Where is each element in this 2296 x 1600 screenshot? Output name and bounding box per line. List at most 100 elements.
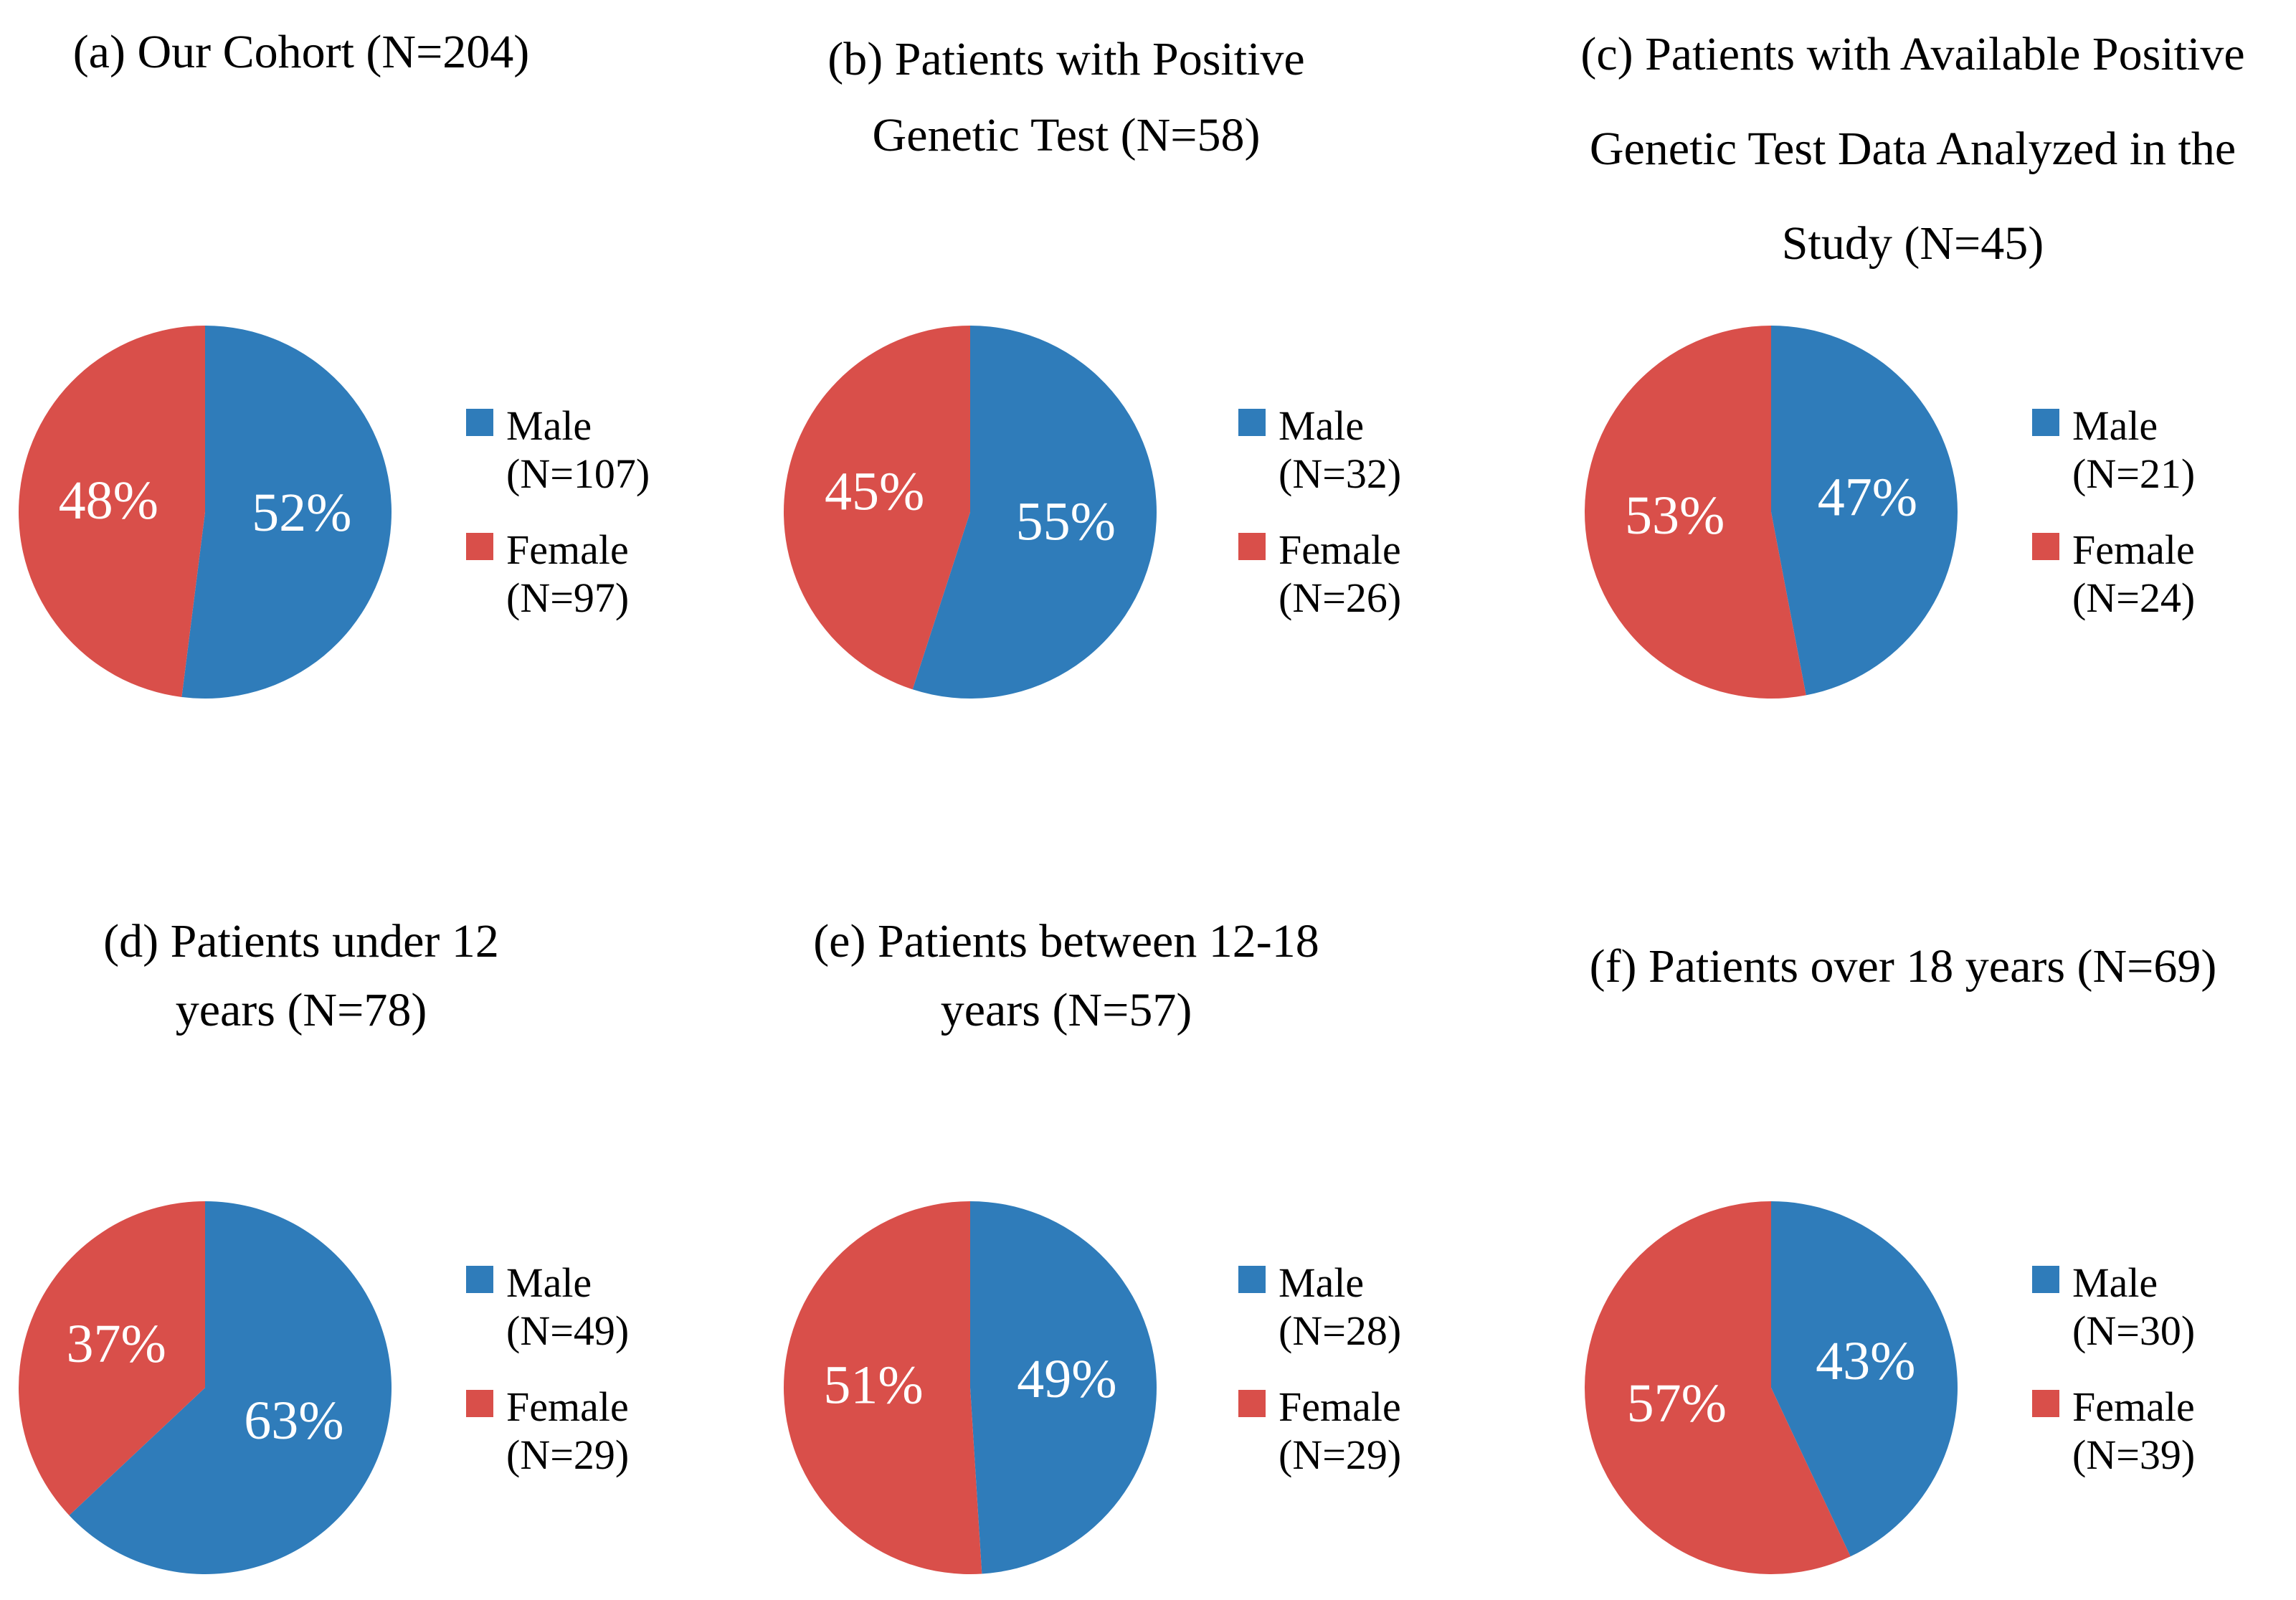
legend-label: Female [2072, 526, 2195, 573]
panel-title-e: (e) Patients between 12-18 years (N=57) [765, 907, 1367, 1044]
legend-b: Male (N=32) Female (N=26) [1238, 402, 1401, 622]
legend-text: Female (N=29) [506, 1383, 629, 1480]
pie-slice-male [912, 326, 1157, 699]
legend-text: Female (N=24) [2072, 526, 2195, 623]
legend-entry-female: Female (N=39) [2032, 1383, 2195, 1480]
panel-b: (b) Patients with Positive Genetic Test (… [765, 0, 1530, 773]
legend-count: (N=29) [506, 1431, 630, 1478]
panel-c: (c) Patients with Available Positive Gene… [1530, 0, 2295, 773]
legend-entry-female: Female (N=97) [466, 526, 650, 623]
legend-label: Female [1279, 1383, 1401, 1430]
pie-chart-a: 52% 48% [18, 326, 392, 699]
legend-count: (N=24) [2072, 574, 2196, 621]
pie-slice-male [69, 1201, 392, 1574]
percent-label-female: 37% [66, 1314, 166, 1374]
legend-label: Female [2072, 1383, 2195, 1430]
legend-text: Male (N=49) [506, 1259, 629, 1355]
legend-count: (N=32) [1279, 450, 1402, 498]
legend-swatch-male-icon [2032, 1266, 2059, 1293]
panel-title-line: Study (N=45) [1781, 217, 2044, 270]
panel-title-c: (c) Patients with Available Positive Gene… [1530, 7, 2295, 291]
legend-swatch-male-icon [1238, 409, 1266, 436]
legend-e: Male (N=28) Female (N=29) [1238, 1259, 1401, 1479]
panel-title-line: Genetic Test Data Analyzed in the [1589, 123, 2236, 175]
legend-f: Male (N=30) Female (N=39) [2032, 1259, 2195, 1479]
legend-swatch-female-icon [2032, 1389, 2059, 1417]
legend-text: Male (N=21) [2072, 402, 2195, 498]
legend-count: (N=107) [506, 450, 650, 498]
legend-label: Female [506, 526, 629, 573]
panel-title-line: (e) Patients between 12-18 [813, 915, 1319, 967]
legend-swatch-male-icon [1238, 1266, 1266, 1293]
legend-swatch-female-icon [2032, 532, 2059, 560]
legend-text: Female (N=97) [506, 526, 629, 623]
legend-label: Male [506, 402, 592, 449]
legend-swatch-female-icon [1238, 532, 1266, 560]
legend-text: Female (N=39) [2072, 1383, 2195, 1480]
pie-slice-male [181, 326, 392, 699]
legend-text: Male (N=107) [506, 402, 650, 498]
percent-label-female: 48% [59, 470, 158, 531]
percent-label-female: 45% [825, 461, 924, 521]
pie-slice-female [19, 1201, 205, 1515]
panel-title-f: (f) Patients over 18 years (N=69) [1530, 932, 2276, 1001]
legend-c: Male (N=21) Female (N=24) [2032, 402, 2195, 622]
percent-label-male: 43% [1816, 1331, 1915, 1391]
legend-a: Male (N=107) Female (N=97) [466, 402, 650, 622]
legend-entry-male: Male (N=21) [2032, 402, 2195, 498]
legend-count: (N=30) [2072, 1307, 2196, 1355]
panel-title-line: years (N=78) [175, 983, 427, 1036]
legend-label: Male [2072, 1259, 2158, 1306]
pie-chart-d: 63% 37% [19, 1201, 392, 1574]
legend-label: Female [506, 1383, 629, 1430]
legend-count: (N=39) [2072, 1431, 2196, 1478]
pie-chart-f: 43% 57% [1585, 1201, 1958, 1574]
panel-title-line: (c) Patients with Available Positive [1580, 28, 2245, 80]
legend-swatch-male-icon [466, 1266, 493, 1293]
pie-slice-female [784, 326, 970, 690]
legend-swatch-female-icon [466, 532, 493, 560]
pie-chart-e: 49% 51% [783, 1201, 1157, 1574]
legend-count: (N=26) [1279, 574, 1402, 621]
panel-f: (f) Patients over 18 years (N=69) 43% 57% M… [1530, 827, 2295, 1600]
pie-slice-male [1771, 326, 1958, 696]
legend-text: Female (N=29) [1279, 1383, 1401, 1480]
legend-count: (N=49) [506, 1307, 630, 1355]
legend-text: Male (N=28) [1279, 1259, 1401, 1355]
percent-label-female: 51% [823, 1355, 923, 1416]
legend-entry-female: Female (N=29) [1238, 1383, 1401, 1480]
legend-swatch-male-icon [2032, 409, 2059, 436]
legend-label: Male [506, 1259, 592, 1306]
legend-text: Male (N=32) [1279, 402, 1401, 498]
panel-title-line: years (N=57) [940, 983, 1192, 1036]
legend-entry-female: Female (N=24) [2032, 526, 2195, 623]
legend-count: (N=28) [1279, 1307, 1402, 1355]
legend-entry-male: Male (N=107) [466, 402, 650, 498]
percent-label-female: 57% [1627, 1373, 1727, 1434]
percent-label-male: 63% [244, 1391, 343, 1451]
panel-e: (e) Patients between 12-18 years (N=57) 49… [765, 827, 1530, 1600]
legend-label: Male [1279, 402, 1365, 449]
pie-slice-female [1585, 1201, 1851, 1574]
pie-slice-female [1585, 326, 1806, 699]
legend-label: Male [2072, 402, 2158, 449]
legend-d: Male (N=49) Female (N=29) [466, 1259, 629, 1479]
pie-slice-female [783, 1201, 982, 1574]
pie-chart-b: 55% 45% [784, 326, 1157, 699]
legend-text: Male (N=30) [2072, 1259, 2195, 1355]
legend-entry-male: Male (N=28) [1238, 1259, 1401, 1355]
legend-entry-female: Female (N=26) [1238, 526, 1401, 623]
legend-label: Male [1279, 1259, 1365, 1306]
legend-entry-male: Male (N=32) [1238, 402, 1401, 498]
panel-d: (d) Patients under 12 years (N=78) 63% 37% M… [0, 827, 765, 1600]
legend-count: (N=97) [506, 574, 630, 621]
percent-label-male: 49% [1017, 1349, 1116, 1409]
percent-label-male: 47% [1818, 468, 1917, 528]
legend-label: Female [1279, 526, 1401, 573]
legend-count: (N=21) [2072, 450, 2196, 498]
panel-title-line: (d) Patients under 12 [103, 915, 499, 967]
legend-text: Female (N=26) [1279, 526, 1401, 623]
panel-title-line: (f) Patients over 18 years (N=69) [1589, 940, 2217, 993]
percent-label-male: 52% [252, 483, 351, 543]
